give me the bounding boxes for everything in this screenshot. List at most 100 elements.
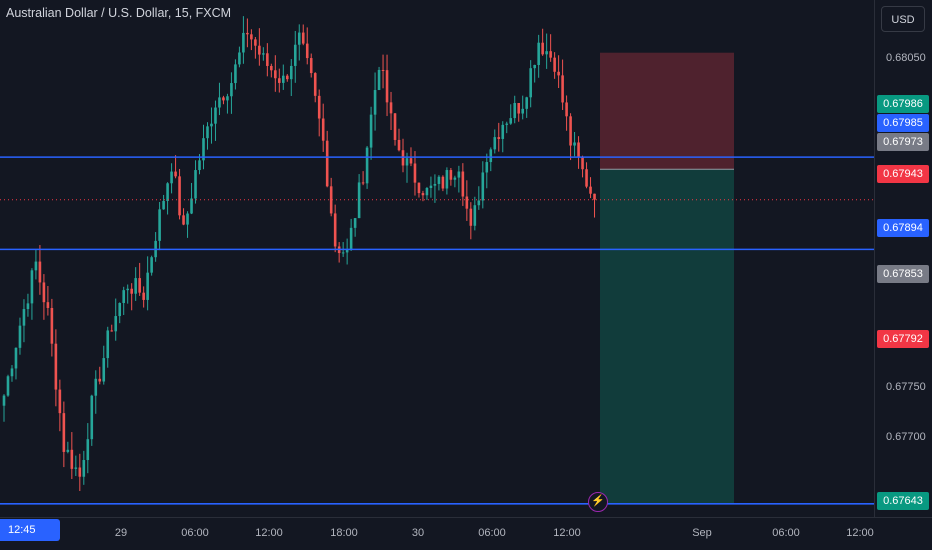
candle-bullish [433, 183, 437, 186]
candle-bullish [162, 200, 165, 210]
candle-bullish [369, 114, 373, 148]
candle-bearish [565, 102, 568, 117]
candle-bearish [50, 307, 54, 344]
currency-button[interactable]: USD [881, 6, 925, 32]
candle-bullish [74, 467, 78, 469]
candle-bearish [397, 139, 401, 151]
candle-bullish [134, 278, 137, 294]
price-axis[interactable] [874, 0, 932, 517]
target-price-tag: 0.67853 [877, 265, 929, 283]
candle-bullish [230, 83, 233, 97]
time-tick: 06:00 [478, 527, 506, 539]
candle-bullish [377, 69, 381, 91]
candlestick-chart[interactable] [0, 0, 874, 517]
price-tick: 0.67700 [886, 431, 926, 443]
candle-bullish [194, 170, 197, 199]
time-tick: 30 [411, 527, 425, 539]
candle-bullish [202, 138, 205, 161]
candle-bearish [497, 137, 501, 139]
symbol-title[interactable]: Australian Dollar / U.S. Dollar, 15, FXC… [6, 6, 232, 20]
candle-bullish [429, 185, 433, 188]
target-zone-price-tag: 0.67643 [877, 492, 929, 510]
candle-bullish [477, 200, 481, 206]
candle-bearish [78, 467, 82, 477]
lightning-alert-icon[interactable]: ⚡ [588, 492, 608, 512]
candle-bullish [537, 42, 540, 65]
low-price-tag: 0.67792 [877, 330, 929, 348]
candle-bullish [345, 249, 349, 253]
candle-bearish [301, 32, 305, 44]
candle-bullish [166, 183, 169, 201]
candle-bearish [585, 169, 588, 187]
candle-bullish [425, 187, 429, 196]
candle-bullish [341, 252, 345, 254]
entry-price-tag: 0.67973 [877, 133, 929, 151]
candle-bullish [234, 64, 237, 84]
candle-bullish [489, 149, 493, 163]
candle-bullish [533, 64, 536, 69]
candle-bearish [553, 57, 556, 72]
candle-bullish [114, 316, 118, 332]
candle-bullish [365, 147, 369, 184]
candle-bullish [545, 51, 548, 55]
candle-bearish [130, 288, 133, 294]
time-tick: 18:00 [330, 527, 358, 539]
candle-bullish [158, 209, 161, 241]
candle-bearish [250, 34, 253, 40]
candle-bullish [485, 162, 489, 173]
candle-bearish [385, 70, 389, 103]
high-price-tag: 0.67986 [877, 95, 929, 113]
candle-bearish [517, 103, 521, 114]
candle-bullish [509, 118, 513, 124]
candle-bullish [293, 44, 297, 66]
candle-bullish [445, 170, 449, 189]
candle-bearish [54, 343, 58, 390]
candle-bearish [381, 69, 385, 71]
candle-bearish [278, 78, 281, 83]
candle-bearish [333, 213, 337, 247]
candle-bearish [361, 182, 365, 184]
candle-bullish [505, 123, 509, 125]
chart-pane[interactable] [0, 0, 874, 517]
candle-bearish [70, 449, 74, 469]
candle-bearish [174, 171, 177, 177]
candle-bearish [178, 176, 181, 216]
candle-bearish [589, 186, 592, 194]
candle-bearish [266, 53, 269, 66]
candle-bullish [94, 378, 98, 396]
candle-bearish [305, 43, 309, 59]
candle-bullish [226, 96, 229, 101]
candle-bullish [297, 32, 301, 45]
candle-bullish [501, 124, 505, 139]
price-tick: 0.67750 [886, 381, 926, 393]
candle-bullish [30, 270, 34, 304]
time-axis[interactable] [0, 517, 932, 550]
price-tick: 0.68050 [886, 52, 926, 64]
candle-bullish [190, 198, 193, 214]
time-tick: 29 [114, 527, 128, 539]
time-tick: Sep [692, 527, 712, 539]
candle-bullish [186, 213, 189, 225]
candle-bullish [457, 171, 461, 178]
candle-bullish [150, 257, 153, 273]
candle-bearish [58, 389, 62, 414]
candle-bullish [573, 142, 576, 146]
candle-bullish [2, 395, 6, 406]
candle-bullish [210, 123, 213, 127]
candle-bearish [138, 278, 141, 293]
candle-bullish [66, 449, 70, 452]
candle-bullish [6, 376, 10, 396]
take-profit-zone [600, 169, 734, 504]
candle-bearish [389, 102, 393, 114]
candle-bearish [569, 116, 572, 146]
candle-bearish [98, 378, 102, 382]
candle-bullish [198, 160, 201, 171]
candle-bullish [146, 272, 149, 300]
candle-bearish [581, 157, 584, 170]
candle-bullish [82, 460, 86, 477]
candle-bullish [86, 439, 90, 461]
candle-bearish [258, 45, 261, 55]
candle-bullish [14, 347, 18, 369]
candle-bearish [317, 95, 321, 119]
